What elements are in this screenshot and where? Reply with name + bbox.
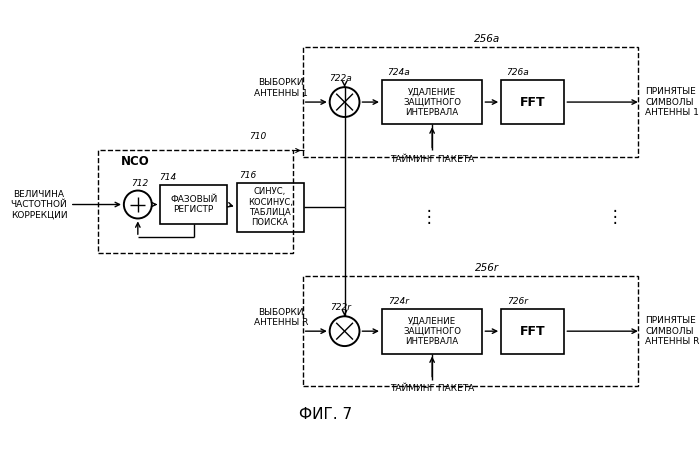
Text: 726a: 726a — [507, 68, 529, 77]
Text: FFT: FFT — [520, 95, 545, 108]
Text: СИНУС,
КОСИНУС,
ТАБЛИЦА
ПОИСКА: СИНУС, КОСИНУС, ТАБЛИЦА ПОИСКА — [247, 187, 292, 227]
Text: NCO: NCO — [121, 155, 150, 168]
Text: УДАЛЕНИЕ
ЗАЩИТНОГО
ИНТЕРВАЛА: УДАЛЕНИЕ ЗАЩИТНОГО ИНТЕРВАЛА — [403, 87, 461, 117]
Text: ВЕЛИЧИНА
ЧАСТОТНОЙ
КОРРЕКЦИИ: ВЕЛИЧИНА ЧАСТОТНОЙ КОРРЕКЦИИ — [10, 189, 68, 220]
Text: 714: 714 — [159, 173, 176, 182]
Text: 726r: 726r — [507, 297, 528, 306]
Text: 256a: 256a — [474, 34, 500, 44]
Bar — [501, 80, 564, 124]
Text: ФИГ. 7: ФИГ. 7 — [299, 406, 352, 422]
Text: 724r: 724r — [388, 297, 409, 306]
Text: ТАЙМИНГ ПАКЕТА: ТАЙМИНГ ПАКЕТА — [390, 155, 474, 164]
Text: 716: 716 — [239, 171, 257, 180]
Bar — [501, 309, 564, 354]
Bar — [382, 309, 482, 354]
Text: ⋮: ⋮ — [420, 207, 437, 225]
Text: 724a: 724a — [387, 68, 410, 77]
Bar — [303, 47, 638, 157]
Text: 722a: 722a — [329, 74, 352, 83]
Text: ПРИНЯТЫЕ
СИМВОЛЫ
АНТЕННЫ 1: ПРИНЯТЫЕ СИМВОЛЫ АНТЕННЫ 1 — [645, 87, 699, 117]
Text: 712: 712 — [131, 179, 148, 188]
Bar — [236, 183, 303, 231]
Text: ФАЗОВЫЙ
РЕГИСТР: ФАЗОВЫЙ РЕГИСТР — [170, 195, 217, 214]
Bar — [382, 80, 482, 124]
Text: FFT: FFT — [520, 324, 545, 338]
Text: ВЫБОРКИ
АНТЕННЫ 1: ВЫБОРКИ АНТЕННЫ 1 — [254, 78, 308, 98]
Text: 710: 710 — [250, 132, 267, 141]
Bar — [160, 185, 227, 224]
Text: 722r: 722r — [331, 303, 352, 312]
Text: ВЫБОРКИ
АНТЕННЫ R: ВЫБОРКИ АНТЕННЫ R — [254, 307, 308, 327]
Text: ПРИНЯТЫЕ
СИМВОЛЫ
АНТЕННЫ R: ПРИНЯТЫЕ СИМВОЛЫ АНТЕННЫ R — [645, 316, 699, 346]
Bar — [98, 150, 294, 253]
Text: УДАЛЕНИЕ
ЗАЩИТНОГО
ИНТЕРВАЛА: УДАЛЕНИЕ ЗАЩИТНОГО ИНТЕРВАЛА — [403, 316, 461, 346]
Text: ⋮: ⋮ — [606, 207, 623, 225]
Bar — [303, 276, 638, 386]
Text: ТАЙМИНГ ПАКЕТА: ТАЙМИНГ ПАКЕТА — [390, 384, 474, 393]
Text: 256r: 256r — [475, 263, 499, 273]
